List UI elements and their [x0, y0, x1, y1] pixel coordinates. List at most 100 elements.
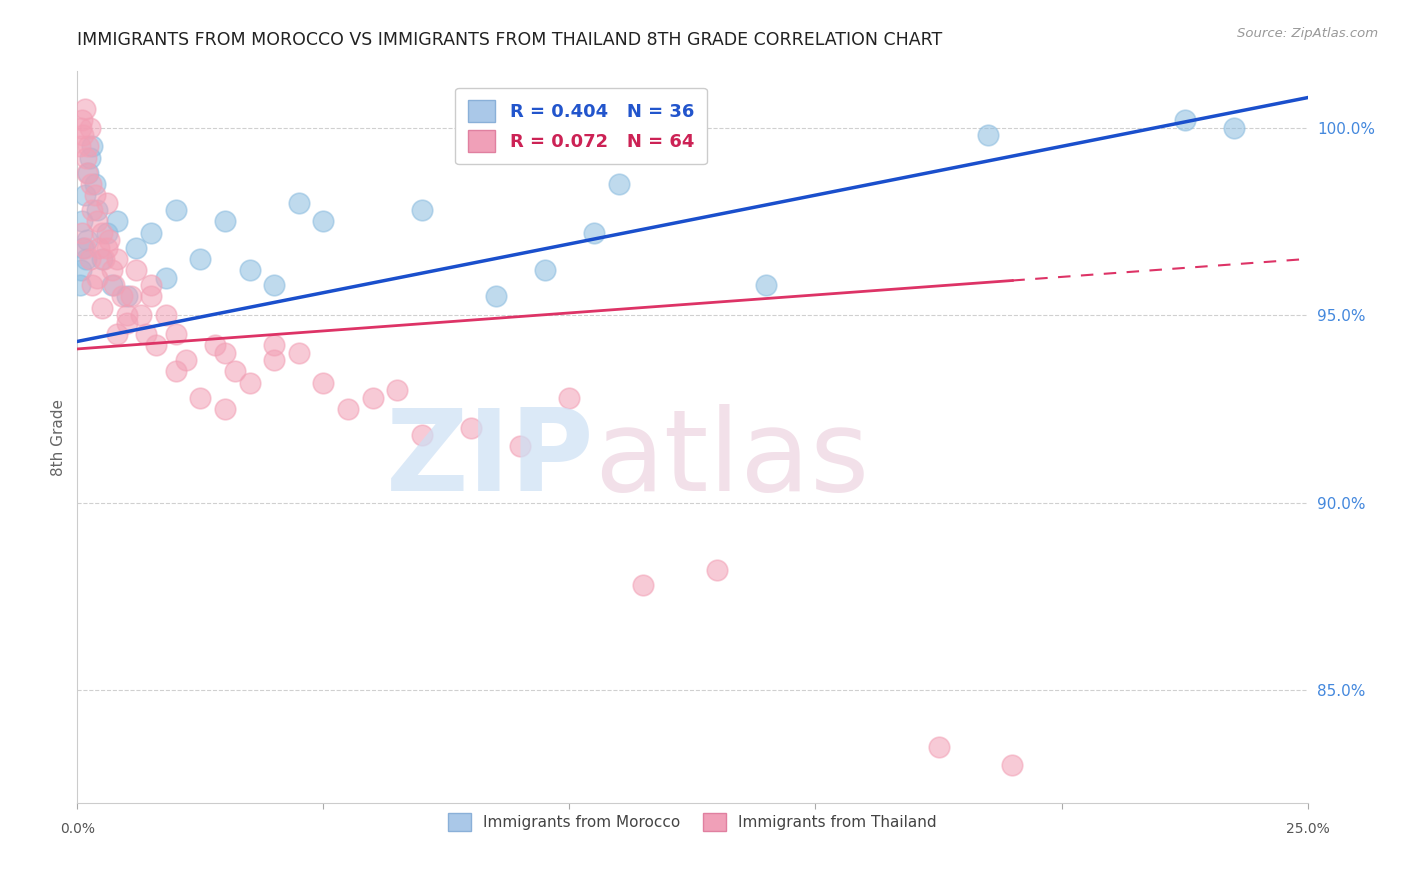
Point — [165, 364, 187, 378]
Point — [105, 326, 128, 341]
Point — [337, 401, 360, 416]
Point — [121, 289, 143, 303]
Point — [411, 203, 433, 218]
Point — [583, 226, 606, 240]
Point — [111, 289, 132, 303]
Text: 25.0%: 25.0% — [1285, 822, 1330, 836]
Point — [77, 139, 100, 153]
Point — [90, 301, 114, 315]
Point — [141, 278, 163, 293]
Point — [204, 338, 226, 352]
Point — [86, 270, 108, 285]
Point — [70, 263, 93, 277]
Point — [98, 233, 121, 247]
Point — [69, 139, 91, 153]
Point — [73, 241, 96, 255]
Point — [90, 252, 114, 266]
Point — [69, 278, 91, 293]
Point — [288, 195, 311, 210]
Point — [86, 203, 108, 218]
Point — [70, 113, 93, 128]
Point — [86, 214, 108, 228]
Point — [76, 166, 98, 180]
Point — [145, 338, 167, 352]
Point — [115, 316, 138, 330]
Point — [558, 391, 581, 405]
Point — [411, 428, 433, 442]
Point — [73, 102, 96, 116]
Point — [96, 241, 118, 255]
Point — [633, 578, 655, 592]
Point — [89, 241, 111, 255]
Point — [105, 252, 128, 266]
Point — [165, 326, 187, 341]
Point — [82, 203, 104, 218]
Point — [1001, 758, 1024, 772]
Point — [82, 278, 104, 293]
Point — [155, 270, 177, 285]
Point — [77, 166, 100, 180]
Point — [174, 353, 197, 368]
Point — [101, 278, 124, 293]
Point — [70, 226, 93, 240]
Point — [83, 188, 105, 202]
Point — [75, 252, 97, 266]
Point — [263, 338, 285, 352]
Point — [928, 739, 950, 754]
Point — [70, 214, 93, 228]
Point — [135, 326, 157, 341]
Point — [460, 420, 482, 434]
Legend: Immigrants from Morocco, Immigrants from Thailand: Immigrants from Morocco, Immigrants from… — [440, 805, 945, 839]
Point — [115, 289, 138, 303]
Point — [80, 177, 103, 191]
Y-axis label: 8th Grade: 8th Grade — [51, 399, 66, 475]
Point — [312, 376, 335, 390]
Point — [214, 345, 236, 359]
Point — [141, 289, 163, 303]
Point — [263, 278, 285, 293]
Point — [485, 289, 508, 303]
Point — [288, 345, 311, 359]
Point — [90, 226, 114, 240]
Point — [75, 151, 97, 165]
Point — [105, 214, 128, 228]
Point — [165, 203, 187, 218]
Point — [79, 151, 101, 165]
Point — [239, 263, 262, 277]
Point — [79, 120, 101, 135]
Point — [224, 364, 246, 378]
Point — [214, 214, 236, 228]
Text: 0.0%: 0.0% — [60, 822, 94, 836]
Text: atlas: atlas — [595, 403, 869, 515]
Point — [534, 263, 557, 277]
Point — [977, 128, 1000, 142]
Point — [103, 278, 125, 293]
Point — [706, 563, 728, 577]
Point — [155, 308, 177, 322]
Point — [115, 308, 138, 322]
Text: ZIP: ZIP — [385, 403, 595, 515]
Point — [607, 177, 630, 191]
Point — [72, 128, 94, 142]
Point — [385, 383, 409, 397]
Text: Source: ZipAtlas.com: Source: ZipAtlas.com — [1237, 27, 1378, 40]
Point — [509, 440, 531, 454]
Point — [125, 241, 148, 255]
Point — [188, 252, 212, 266]
Point — [101, 263, 124, 277]
Point — [239, 376, 262, 390]
Point — [312, 214, 335, 228]
Point — [1223, 120, 1246, 135]
Point — [96, 226, 118, 240]
Point — [263, 353, 285, 368]
Point — [361, 391, 384, 405]
Point — [93, 252, 115, 266]
Point — [83, 177, 105, 191]
Point — [96, 195, 118, 210]
Point — [129, 308, 153, 322]
Text: IMMIGRANTS FROM MOROCCO VS IMMIGRANTS FROM THAILAND 8TH GRADE CORRELATION CHART: IMMIGRANTS FROM MOROCCO VS IMMIGRANTS FR… — [77, 31, 942, 49]
Point — [72, 241, 94, 255]
Point — [214, 401, 236, 416]
Point — [188, 391, 212, 405]
Point — [70, 120, 93, 135]
